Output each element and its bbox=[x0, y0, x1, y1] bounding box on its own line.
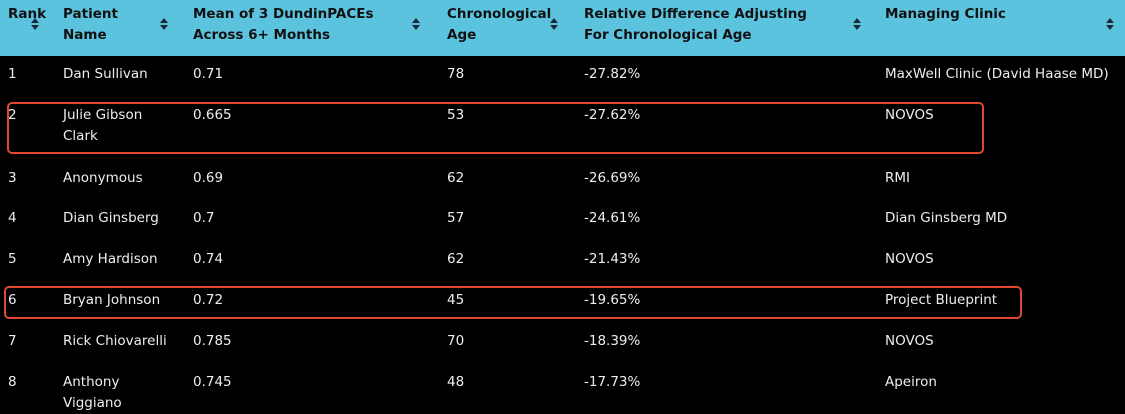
table-cell: Bryan Johnson bbox=[63, 292, 161, 308]
table-cell: Dian Ginsberg MD bbox=[885, 210, 1008, 226]
table-cell: MaxWell Clinic (David Haase MD) bbox=[885, 66, 1109, 82]
table-cell: -19.65% bbox=[584, 292, 641, 308]
table-cell: 0.72 bbox=[193, 292, 224, 308]
table-cell: 70 bbox=[447, 333, 465, 349]
table-cell: -21.43% bbox=[584, 251, 641, 267]
table-cell: 2 bbox=[8, 107, 17, 123]
sort-arrows bbox=[412, 18, 420, 30]
table-cell: Project Blueprint bbox=[885, 292, 998, 308]
table-cell: Rick Chiovarelli bbox=[63, 333, 167, 349]
sort-arrows bbox=[1106, 18, 1114, 30]
table-cell: -24.61% bbox=[584, 210, 641, 226]
table-cell: -18.39% bbox=[584, 333, 641, 349]
table-cell: 0.785 bbox=[193, 333, 232, 349]
sort-arrows bbox=[853, 18, 861, 30]
table-cell: 62 bbox=[447, 170, 465, 186]
column-header[interactable]: Rank bbox=[8, 6, 47, 22]
table-cell: 45 bbox=[447, 292, 465, 308]
column-header[interactable]: Chronological Age bbox=[447, 6, 552, 43]
table-cell: 53 bbox=[447, 107, 465, 123]
column-header[interactable]: Mean of 3 DundinPACEs Across 6+ Months bbox=[193, 6, 374, 43]
sort-icon[interactable] bbox=[31, 16, 39, 30]
sort-icon[interactable] bbox=[1106, 16, 1114, 30]
table-cell: 48 bbox=[447, 374, 465, 390]
table-cell: Dan Sullivan bbox=[63, 66, 148, 82]
table-cell: 62 bbox=[447, 251, 465, 267]
highlight-box bbox=[4, 286, 1022, 319]
table-cell: Apeiron bbox=[885, 374, 937, 390]
highlight-box bbox=[7, 102, 984, 154]
table-cell: Anonymous bbox=[63, 170, 143, 186]
table-cell: 3 bbox=[8, 170, 17, 186]
table-cell: 0.69 bbox=[193, 170, 224, 186]
table-cell: Julie Gibson Clark bbox=[63, 107, 143, 144]
sort-arrows bbox=[160, 18, 168, 30]
table-cell: NOVOS bbox=[885, 107, 934, 123]
table-cell: 4 bbox=[8, 210, 17, 226]
table-cell: -26.69% bbox=[584, 170, 641, 186]
table-cell: 0.665 bbox=[193, 107, 232, 123]
table-cell: 0.71 bbox=[193, 66, 224, 82]
column-header[interactable]: Managing Clinic bbox=[885, 6, 1006, 22]
table-cell: 5 bbox=[8, 251, 17, 267]
table-cell: NOVOS bbox=[885, 251, 934, 267]
table-cell: 0.74 bbox=[193, 251, 224, 267]
table-cell: 6 bbox=[8, 292, 17, 308]
table-cell: 78 bbox=[447, 66, 465, 82]
table-cell: -27.82% bbox=[584, 66, 641, 82]
sort-icon[interactable] bbox=[853, 16, 861, 30]
table-cell: -17.73% bbox=[584, 374, 641, 390]
table-cell: RMI bbox=[885, 170, 911, 186]
table-cell: 0.745 bbox=[193, 374, 232, 390]
table-cell: -27.62% bbox=[584, 107, 641, 123]
table-cell: Dian Ginsberg bbox=[63, 210, 159, 226]
column-header[interactable]: Patient Name bbox=[63, 6, 118, 43]
table-cell: 0.7 bbox=[193, 210, 215, 226]
table-cell: 8 bbox=[8, 374, 17, 390]
table-cell: 7 bbox=[8, 333, 17, 349]
column-header[interactable]: Relative Difference Adjusting For Chrono… bbox=[584, 6, 807, 43]
table-cell: NOVOS bbox=[885, 333, 934, 349]
sort-arrows bbox=[550, 18, 558, 30]
table-cell: 1 bbox=[8, 66, 17, 82]
sort-icon[interactable] bbox=[412, 16, 420, 30]
sort-arrows bbox=[31, 18, 39, 30]
table-cell: Anthony Viggiano bbox=[63, 374, 122, 411]
table-cell: 57 bbox=[447, 210, 465, 226]
table-cell: Amy Hardison bbox=[63, 251, 158, 267]
table-header: Rank Patient Name Mean of 3 DundinPACEs Ac… bbox=[0, 0, 1125, 56]
sort-icon[interactable] bbox=[160, 16, 168, 30]
sort-icon[interactable] bbox=[550, 16, 558, 30]
